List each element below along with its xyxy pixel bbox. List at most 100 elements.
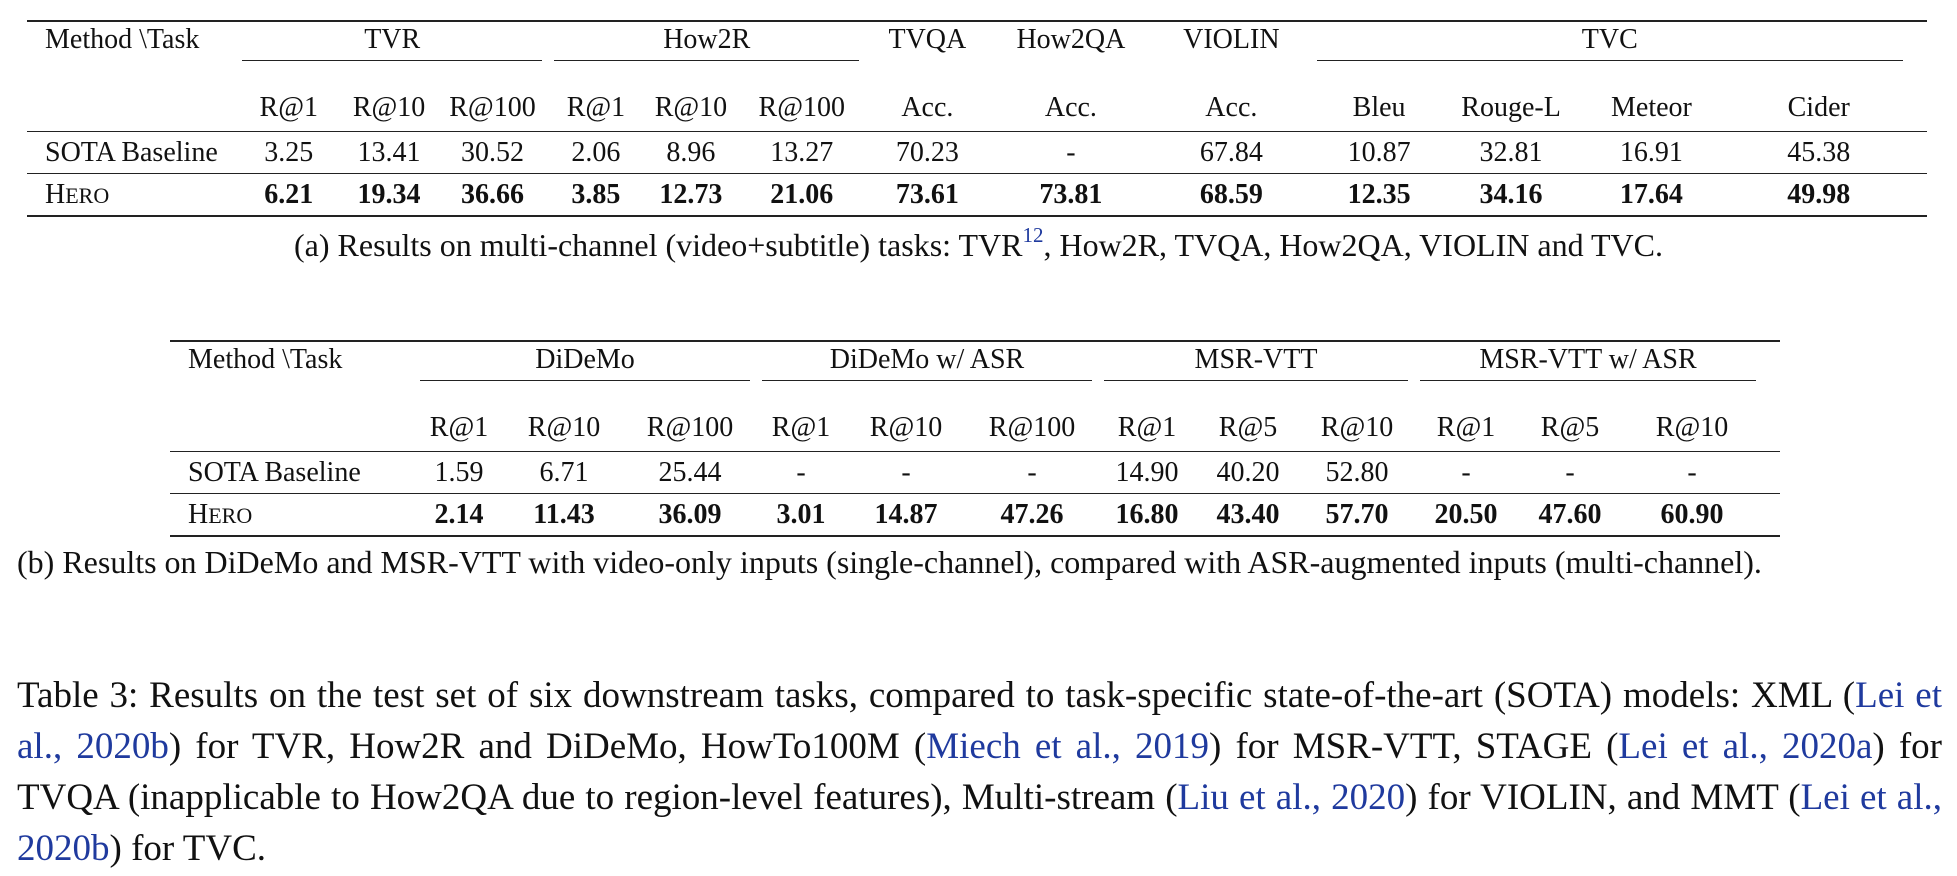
table-a-subheader: R@1 (259, 92, 318, 123)
row-method-label: SOTA Baseline (27, 131, 236, 174)
table-cell: - (846, 451, 966, 494)
table-cell: 43.40 (1196, 493, 1300, 537)
table-a-row-sota: SOTA Baseline 3.25 13.41 30.52 2.06 8.96… (27, 131, 1927, 174)
table-cell: 52.80 (1300, 451, 1414, 494)
table-cell: 21.06 (738, 173, 866, 217)
table-b-row-hero: HERO 2.14 11.43 36.09 3.01 14.87 47.26 1… (170, 493, 1780, 537)
table-b-group-header: MSR-VTT (1098, 341, 1414, 390)
table-a-subheader: Cider (1787, 92, 1850, 123)
table-cell: 36.66 (436, 173, 549, 217)
table-cell: - (756, 451, 846, 494)
row-method-label: HERO (170, 493, 414, 537)
table-a-subheader-row: R@1 R@10 R@100 R@1 R@10 R@100 Acc. Acc. … (27, 70, 1927, 132)
table-cell: 20.50 (1414, 493, 1518, 537)
table-cell: 25.44 (624, 451, 756, 494)
table-cell: 8.96 (643, 131, 739, 174)
table-cell: - (1414, 451, 1518, 494)
table-cell: 6.21 (236, 173, 342, 217)
table-cell: 60.90 (1622, 493, 1780, 537)
table-a-group-header: TVR (236, 21, 548, 70)
table-cell: 34.16 (1447, 173, 1575, 217)
table-cell: 16.80 (1098, 493, 1196, 537)
table-b-subheader: R@10 (1320, 412, 1394, 443)
table-a-row-hero: HERO 6.21 19.34 36.66 3.85 12.73 21.06 7… (27, 173, 1927, 217)
footnote-marker[interactable]: 12 (1022, 223, 1044, 247)
table-cell: 30.52 (436, 131, 549, 174)
table-cell: 32.81 (1447, 131, 1575, 174)
citation-link[interactable]: Liu et al., 2020 (1177, 777, 1406, 818)
table-cell: 14.90 (1098, 451, 1196, 494)
table-cell: 13.27 (738, 131, 866, 174)
table-a-subheader: Acc. (1044, 92, 1097, 123)
citation-link[interactable]: Lei et al., 2020b (17, 675, 1942, 767)
table-a-subheader: R@100 (449, 92, 536, 123)
table-a-subheader: R@10 (654, 92, 728, 123)
table-b-subheader: R@10 (869, 412, 943, 443)
table-b-subheader: R@5 (1218, 412, 1278, 443)
table-cell: 13.41 (341, 131, 437, 174)
table-cell: 70.23 (865, 131, 990, 174)
table-b-subheader: R@10 (1655, 412, 1729, 443)
table-cell: 16.91 (1574, 131, 1729, 174)
table-cell: 49.98 (1728, 173, 1927, 217)
table-cell: 12.73 (643, 173, 739, 217)
table-b-group-header: MSR-VTT w/ ASR (1414, 341, 1780, 390)
table-b-subheader: R@1 (771, 412, 831, 443)
table-cell: 19.34 (341, 173, 437, 217)
table-b-group-header-row: Method \Task DiDeMo DiDeMo w/ ASR MSR-VT… (170, 341, 1780, 390)
table-cell: - (966, 451, 1098, 494)
table-cell: 1.59 (414, 451, 504, 494)
table-cell: 3.85 (548, 173, 644, 217)
table-video-only-results: Method \Task DiDeMo DiDeMo w/ ASR MSR-VT… (170, 340, 1780, 537)
table-cell: 73.61 (865, 173, 990, 217)
table-a-subheader: Acc. (901, 92, 954, 123)
table-b-subheader: R@1 (1436, 412, 1496, 443)
table-cell: 67.84 (1152, 131, 1311, 174)
table-cell: 3.01 (756, 493, 846, 537)
table-a-subheader: Meteor (1611, 92, 1692, 123)
table-a-group-header: How2R (548, 21, 865, 70)
table-b-subheader: R@5 (1540, 412, 1600, 443)
citation-link[interactable]: Miech et al., 2019 (926, 726, 1209, 767)
table-cell: 40.20 (1196, 451, 1300, 494)
table-b-subheader: R@100 (646, 412, 734, 443)
table-a-subheader: R@1 (566, 92, 626, 123)
table-cell: 2.06 (548, 131, 644, 174)
citation-link[interactable]: Lei et al., 2020a (1618, 726, 1873, 767)
table-b-subheader-row: R@1 R@10 R@100 R@1 R@10 R@100 R@1 R@5 R@… (170, 390, 1780, 452)
citation-link[interactable]: Lei et al., 2020b (17, 777, 1942, 869)
table-cell: 73.81 (989, 173, 1153, 217)
table-a-subheader: R@100 (758, 92, 845, 123)
table-cell: 11.43 (504, 493, 624, 537)
table-cell: - (1622, 451, 1780, 494)
table-cell: 36.09 (624, 493, 756, 537)
table-b-group-header: DiDeMo w/ ASR (756, 341, 1098, 390)
table-cell: 2.14 (414, 493, 504, 537)
table-a-group-header: How2QA (1016, 24, 1126, 55)
table-a-group-header-row: Method \Task TVR How2R TVQA How2QA VIOLI… (27, 21, 1927, 70)
table-b-method-header: Method \Task (188, 344, 343, 375)
table-cell: 10.87 (1310, 131, 1448, 174)
table-cell: - (989, 131, 1153, 174)
table-a-caption: (a) Results on multi-channel (video+subt… (294, 223, 1663, 264)
table-b-caption: (b) Results on DiDeMo and MSR-VTT with v… (17, 544, 1762, 580)
table-cell: 3.25 (236, 131, 342, 174)
table-a-group-header: VIOLIN (1183, 24, 1280, 55)
table-a-method-header: Method \Task (45, 24, 200, 55)
table-b-subheader: R@10 (527, 412, 601, 443)
table-cell: 6.71 (504, 451, 624, 494)
table-a-subheader: Acc. (1205, 92, 1258, 123)
table-b-row-sota: SOTA Baseline 1.59 6.71 25.44 - - - 14.9… (170, 451, 1780, 494)
table-b-subheader: R@1 (1117, 412, 1177, 443)
table-cell: 68.59 (1152, 173, 1311, 217)
table-cell: 57.70 (1300, 493, 1414, 537)
table-b-subheader: R@100 (988, 412, 1076, 443)
table-a-subheader: Rouge-L (1461, 92, 1561, 123)
table-a-group-header: TVC (1311, 21, 1928, 70)
table-cell: 47.60 (1518, 493, 1622, 537)
table-a-subheader: Bleu (1352, 92, 1406, 123)
table-b-group-header: DiDeMo (414, 341, 756, 390)
table-b-subheader: R@1 (429, 412, 489, 443)
table-3-caption: Table 3: Results on the test set of six … (17, 675, 1942, 869)
table-cell: 12.35 (1310, 173, 1448, 217)
